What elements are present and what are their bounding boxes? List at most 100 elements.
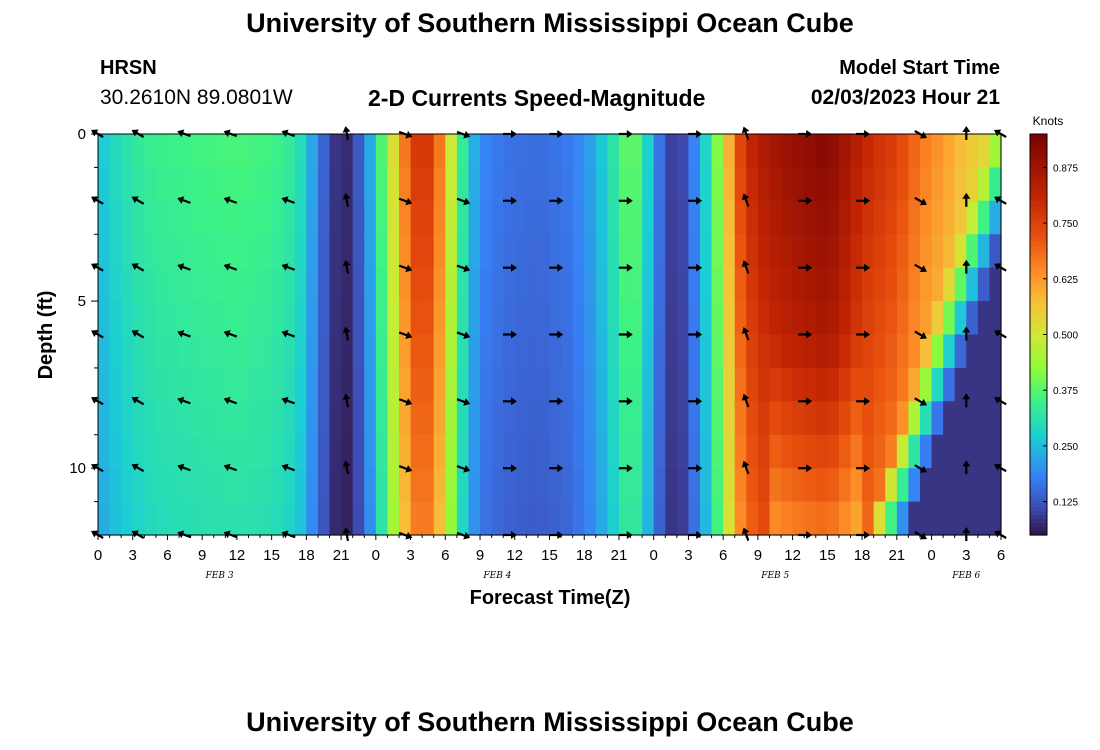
heatmap-cell bbox=[410, 267, 423, 302]
heatmap-cell bbox=[399, 301, 412, 336]
current-vector bbox=[281, 196, 296, 204]
colorbar-segment bbox=[1030, 330, 1047, 336]
heatmap-cell bbox=[537, 234, 551, 269]
heatmap-cell bbox=[572, 367, 585, 402]
heatmap-cell bbox=[885, 234, 898, 269]
heatmap-cell bbox=[132, 267, 145, 302]
heatmap-cell bbox=[399, 367, 412, 402]
heatmap-cell bbox=[341, 234, 354, 269]
heatmap-cell bbox=[179, 367, 192, 402]
heatmap-cell bbox=[317, 134, 331, 169]
current-vector bbox=[342, 460, 351, 475]
x-tick-label: 0 bbox=[372, 547, 380, 564]
heatmap-cell bbox=[306, 501, 319, 536]
heatmap-cell bbox=[213, 267, 226, 302]
current-vector bbox=[962, 460, 971, 475]
heatmap-cell bbox=[410, 200, 423, 235]
heatmap-cell bbox=[977, 267, 991, 302]
heatmap-cell bbox=[862, 167, 875, 202]
heatmap-cell bbox=[260, 334, 273, 369]
heatmap-cell bbox=[746, 234, 759, 269]
current-vector bbox=[856, 196, 871, 205]
heatmap-cell bbox=[989, 301, 1002, 336]
heatmap-cell bbox=[642, 401, 655, 436]
heatmap-cell bbox=[433, 468, 446, 503]
heatmap-cell bbox=[966, 167, 979, 202]
heatmap-cell bbox=[723, 434, 736, 469]
heatmap-cell bbox=[572, 468, 585, 503]
colorbar-segment bbox=[1030, 334, 1047, 340]
heatmap-cell bbox=[480, 200, 493, 235]
colorbar-segment bbox=[1030, 462, 1047, 468]
heatmap-cell bbox=[850, 334, 863, 369]
heatmap-cell bbox=[179, 200, 192, 235]
colorbar-segment bbox=[1030, 310, 1047, 316]
heatmap-cell bbox=[734, 468, 747, 503]
heatmap-cell bbox=[746, 401, 759, 436]
current-vector bbox=[549, 397, 564, 406]
heatmap-cell bbox=[364, 234, 377, 269]
heatmap-cell bbox=[943, 501, 956, 536]
heatmap-cell bbox=[792, 301, 805, 336]
current-vector bbox=[223, 196, 238, 204]
heatmap-cell bbox=[167, 301, 180, 336]
heatmap-cell bbox=[781, 468, 794, 503]
heatmap-cell bbox=[966, 434, 979, 469]
colorbar-segment bbox=[1030, 490, 1047, 496]
heatmap-cell bbox=[329, 301, 342, 336]
heatmap-cell bbox=[757, 401, 771, 436]
heatmap-cell bbox=[213, 200, 226, 235]
heatmap-cell bbox=[98, 434, 111, 469]
date-label: FEB 6 bbox=[951, 571, 980, 581]
heatmap-cell bbox=[537, 367, 551, 402]
heatmap-cell bbox=[908, 334, 921, 369]
heatmap-cell bbox=[966, 200, 979, 235]
heatmap-cell bbox=[294, 134, 307, 169]
heatmap-cell bbox=[236, 167, 250, 202]
heatmap-cell bbox=[225, 367, 238, 402]
colorbar-segment bbox=[1030, 154, 1047, 159]
heatmap-cell bbox=[746, 167, 759, 202]
x-tick-label: 9 bbox=[476, 547, 484, 564]
date-label: FEB 4 bbox=[482, 571, 511, 581]
heatmap-cell bbox=[977, 234, 991, 269]
current-vector bbox=[549, 263, 564, 272]
current-vector bbox=[549, 330, 564, 339]
x-tick-label: 6 bbox=[997, 547, 1005, 564]
heatmap-cell bbox=[283, 334, 296, 369]
current-vector bbox=[342, 393, 351, 408]
heatmap-cell bbox=[445, 434, 458, 469]
heatmap-cell bbox=[179, 468, 192, 503]
heatmap-cell bbox=[607, 501, 620, 536]
heatmap-cell bbox=[98, 267, 111, 302]
heatmap-cell bbox=[688, 267, 701, 302]
heatmap-cell bbox=[618, 234, 632, 269]
heatmap-cell bbox=[711, 234, 724, 269]
heatmap-cell bbox=[584, 134, 597, 169]
heatmap-cell bbox=[364, 267, 377, 302]
heatmap-cell bbox=[665, 134, 678, 169]
heatmap-cell bbox=[549, 401, 562, 436]
heatmap-cell bbox=[248, 134, 261, 169]
heatmap-cell bbox=[271, 434, 284, 469]
heatmap-cell bbox=[676, 401, 690, 436]
heatmap-cell bbox=[989, 234, 1002, 269]
heatmap-cell bbox=[561, 134, 574, 169]
heatmap-cell bbox=[954, 267, 967, 302]
heatmap-cell bbox=[977, 468, 991, 503]
heatmap-cell bbox=[317, 167, 331, 202]
current-vector bbox=[177, 396, 191, 405]
heatmap-cell bbox=[422, 334, 435, 369]
heatmap-cell bbox=[144, 200, 157, 235]
heatmap-cell bbox=[468, 468, 481, 503]
heatmap-cell bbox=[537, 267, 551, 302]
heatmap-cell bbox=[862, 134, 875, 169]
heatmap-cell bbox=[862, 301, 875, 336]
heatmap-cell bbox=[364, 301, 377, 336]
heatmap-cell bbox=[456, 334, 470, 369]
heatmap-cell bbox=[595, 501, 608, 536]
heatmap-cell bbox=[468, 301, 481, 336]
colorbar-segment bbox=[1030, 442, 1047, 448]
heatmap-cell bbox=[838, 501, 852, 536]
heatmap-cell bbox=[306, 234, 319, 269]
